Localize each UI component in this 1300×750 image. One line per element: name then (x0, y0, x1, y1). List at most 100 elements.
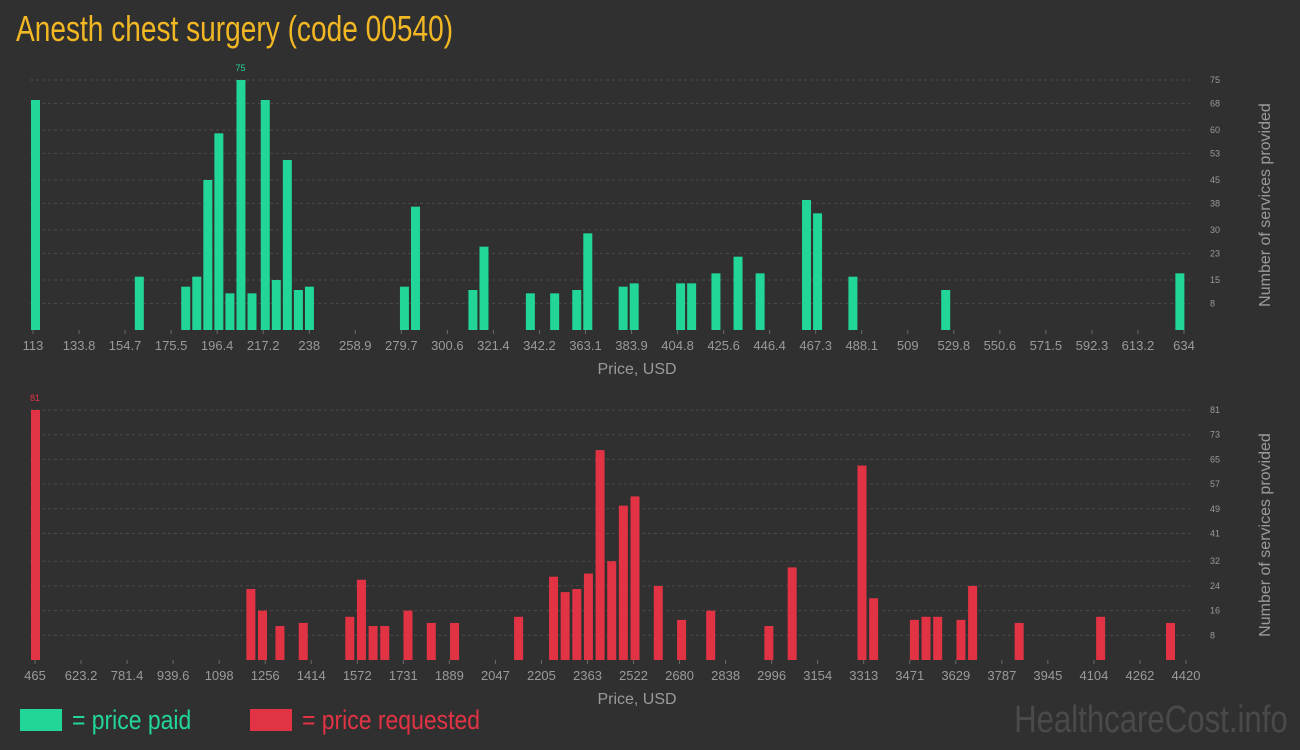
bar (31, 100, 40, 330)
bar (572, 290, 582, 330)
x-tick-label: 1731 (389, 668, 418, 683)
bar (968, 585, 978, 660)
x-tick-label: 154.7 (109, 338, 142, 353)
bar (203, 180, 213, 330)
y-tick-label: 41 (1210, 528, 1220, 538)
bar (711, 273, 721, 330)
x-tick-label: 1414 (297, 668, 326, 683)
x-tick-label: 238 (298, 338, 320, 353)
bar (1096, 616, 1106, 660)
bar (31, 410, 40, 660)
x-tick-label: 3313 (849, 668, 878, 683)
legend-paid-label: = price paid (72, 704, 192, 735)
x-tick-label: 217.2 (247, 338, 280, 353)
x-tick-label: 300.6 (431, 338, 464, 353)
x-tick-label: 634 (1173, 338, 1195, 353)
y-axis-label: Number of services provided (1257, 103, 1274, 307)
bar (618, 505, 628, 660)
bar (653, 585, 663, 660)
bar (787, 567, 797, 660)
bar (706, 610, 716, 660)
bar (304, 286, 314, 330)
y-tick-label: 32 (1210, 556, 1220, 566)
x-tick-label: 258.9 (339, 338, 372, 353)
bar (225, 293, 235, 330)
bar (857, 465, 867, 660)
price-paid-chart: 8 15 23 30 38 45 53 60 68 75 113 133.8 154.7 175.5 196… (23, 63, 1274, 378)
x-tick-label: 939.6 (157, 668, 190, 683)
bar (933, 616, 943, 660)
x-tick-label: 529.8 (938, 338, 971, 353)
page-title: Anesth chest surgery (code 00540) (16, 8, 454, 49)
bar (909, 619, 919, 660)
bar (345, 616, 355, 660)
x-tick-label: 571.5 (1030, 338, 1063, 353)
x-tick-label: 1256 (251, 668, 280, 683)
x-axis-label: Price, USD (597, 691, 676, 708)
bar (426, 622, 436, 660)
x-tick-label: 488.1 (845, 338, 878, 353)
x-tick-label: 321.4 (477, 338, 510, 353)
bar (181, 286, 191, 330)
x-tick-label: 2996 (757, 668, 786, 683)
x-tick-label: 613.2 (1122, 338, 1155, 353)
legend-requested: = price requested (250, 703, 511, 737)
x-tick-label: 592.3 (1076, 338, 1109, 353)
x-tick-label: 133.8 (63, 338, 96, 353)
y-tick-label: 8 (1210, 630, 1215, 640)
x-tick-label: 465 (24, 668, 46, 683)
x-tick-label: 3945 (1033, 668, 1062, 683)
x-tick-label: 342.2 (523, 338, 556, 353)
x-tick-label: 3629 (941, 668, 970, 683)
x-tick-label: 509 (897, 338, 919, 353)
bar (956, 619, 966, 660)
legend-requested-swatch (250, 709, 292, 731)
bar (733, 256, 743, 330)
x-tick-label: 425.6 (707, 338, 740, 353)
bar (1165, 622, 1175, 660)
bar (399, 286, 409, 330)
bar (550, 293, 560, 330)
bar (257, 610, 267, 660)
bar (410, 206, 420, 330)
y-tick-label: 73 (1210, 430, 1220, 440)
x-tick-label: 2838 (711, 668, 740, 683)
bar (192, 276, 202, 330)
watermark: HealthcareCost.info (1014, 699, 1288, 741)
x-tick-label: 2205 (527, 668, 556, 683)
x-tick-label: 467.3 (799, 338, 832, 353)
bar (214, 133, 224, 330)
x-tick-label: 2522 (619, 668, 648, 683)
x-tick-label: 363.1 (569, 338, 602, 353)
bar (468, 290, 478, 330)
bar (380, 626, 390, 660)
bar (298, 622, 308, 660)
y-tick-label: 81 (1210, 405, 1220, 415)
bar (368, 626, 378, 660)
bar (941, 290, 951, 330)
x-tick-label: 279.7 (385, 338, 418, 353)
legend-paid: = price paid (20, 703, 212, 737)
bar (607, 561, 617, 660)
bar (403, 610, 413, 660)
bar (236, 80, 246, 330)
y-tick-label: 30 (1210, 225, 1220, 235)
bar (271, 280, 281, 330)
x-tick-label: 4262 (1125, 668, 1154, 683)
y-tick-label: 8 (1210, 298, 1215, 308)
bar (764, 626, 774, 660)
peak-value-label: 81 (30, 393, 40, 403)
peak-value-label: 75 (235, 63, 245, 73)
y-tick-label: 68 (1210, 98, 1220, 108)
x-tick-label: 2680 (665, 668, 694, 683)
bar (1175, 273, 1185, 330)
y-tick-label: 57 (1210, 479, 1220, 489)
bar (560, 592, 570, 660)
y-tick-label: 38 (1210, 198, 1220, 208)
bar (802, 200, 812, 330)
x-tick-label: 550.6 (984, 338, 1017, 353)
y-tick-label: 23 (1210, 248, 1220, 258)
bar (246, 589, 256, 660)
bar (275, 626, 285, 660)
